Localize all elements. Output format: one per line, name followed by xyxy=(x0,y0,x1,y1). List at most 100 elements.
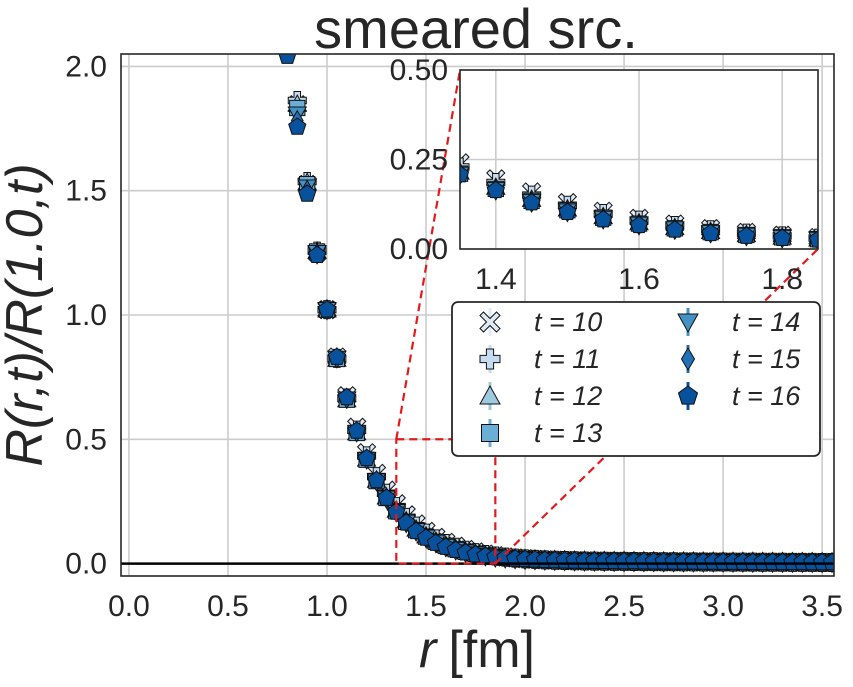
legend-marker xyxy=(677,313,699,334)
x-tick-labels: 0.0 0.5 1.0 1.5 2.0 2.5 3.0 3.5 xyxy=(108,590,843,623)
data-point xyxy=(298,184,317,202)
data-point xyxy=(278,5,296,23)
main-plot-area xyxy=(120,0,848,574)
legend-label: t = 10 xyxy=(534,307,602,337)
x-tick-label: 0.0 xyxy=(108,590,150,623)
inset-data-point xyxy=(737,226,756,244)
data-point xyxy=(833,554,834,571)
y-tick-label: 2.0 xyxy=(65,50,107,83)
x-tick-label: 3.0 xyxy=(702,590,744,623)
inset-frame xyxy=(459,69,819,250)
data-point xyxy=(327,347,347,365)
data-point xyxy=(377,488,396,506)
legend-marker xyxy=(677,385,699,405)
x-tick-label: 2.5 xyxy=(603,590,645,623)
legend-item-t-12: t = 12 xyxy=(479,381,602,411)
y-tick-label: 0.0 xyxy=(65,548,107,581)
inset-data-point xyxy=(629,215,649,234)
legend-label: t = 13 xyxy=(534,418,602,448)
inset-plot-area xyxy=(460,153,818,249)
legend-item-t-14: t = 14 xyxy=(677,307,800,337)
y-tick-label: 1.0 xyxy=(65,299,107,332)
legend-marker xyxy=(680,347,696,371)
data-point xyxy=(278,9,296,25)
legend-item-t-16: t = 16 xyxy=(677,381,801,411)
inset-data-point xyxy=(460,165,470,183)
inset-x-tick-label: 1.8 xyxy=(761,263,803,296)
inset-data-point xyxy=(701,223,720,242)
inset-y-tick-label: 0.00 xyxy=(390,233,448,266)
inset: 1.4 1.6 1.8 0.00 0.25 0.50 xyxy=(390,54,819,296)
data-point xyxy=(288,117,307,135)
y-tick-labels: 0.0 0.5 1.0 1.5 2.0 xyxy=(65,50,107,580)
legend-marker xyxy=(481,424,499,442)
legend-item-t-13: t = 13 xyxy=(481,418,602,448)
inset-data-point xyxy=(773,228,792,246)
legend-label: t = 15 xyxy=(732,344,801,374)
series-t-16 xyxy=(120,7,834,571)
data-point xyxy=(832,554,834,571)
x-tick-label: 1.0 xyxy=(306,590,348,623)
inset-x-tick-label: 1.6 xyxy=(618,263,660,296)
y-axis-label: R(r,t)/R(1.0,t) xyxy=(0,163,54,466)
inset-x-tick-label: 1.4 xyxy=(475,263,517,296)
inset-data-point xyxy=(808,230,818,248)
data-point xyxy=(832,554,834,559)
legend-item-t-10: t = 10 xyxy=(479,307,602,337)
x-tick-label: 2.0 xyxy=(504,590,546,623)
inset-data-point xyxy=(486,180,505,199)
x-axis-var: r xyxy=(419,621,439,679)
inset-data-point xyxy=(522,192,541,211)
legend-box xyxy=(451,301,821,457)
data-point xyxy=(317,300,337,318)
inset-data-point xyxy=(665,220,684,238)
x-tick-label: 0.5 xyxy=(207,590,249,623)
legend-marker xyxy=(479,311,501,333)
data-point xyxy=(357,448,376,467)
inset-y-tick-labels: 0.00 0.25 0.50 xyxy=(390,54,448,266)
data-point xyxy=(832,558,834,564)
data-point xyxy=(822,552,834,571)
data-point xyxy=(130,7,147,23)
data-point xyxy=(307,245,327,263)
inset-y-tick-label: 0.50 xyxy=(390,54,448,87)
data-point xyxy=(285,54,289,57)
legend-label: t = 16 xyxy=(732,381,801,411)
legend-label: t = 11 xyxy=(534,344,600,374)
zoom-box xyxy=(395,438,497,565)
chart-title: smeared src. xyxy=(314,0,638,60)
legend: t = 10 t = 11 t = 12 t = 13 t = 14 t = 15 t = … xyxy=(451,301,821,457)
legend-marker xyxy=(479,384,501,405)
inset-y-tick-label: 0.25 xyxy=(390,144,448,177)
x-tick-label: 1.5 xyxy=(405,590,447,623)
inset-data-point xyxy=(558,202,577,220)
data-point xyxy=(278,28,296,44)
data-point xyxy=(123,0,135,4)
y-tick-label: 0.5 xyxy=(65,423,107,456)
inset-data-point xyxy=(594,209,613,228)
data-point xyxy=(347,421,366,439)
plot-frame xyxy=(120,53,835,577)
data-point xyxy=(832,558,834,567)
x-axis-unit: [fm] xyxy=(448,621,535,679)
data-point xyxy=(278,0,296,18)
zoom-connector-line xyxy=(395,69,462,440)
legend-item-t-15: t = 15 xyxy=(680,344,801,374)
data-point xyxy=(278,54,297,64)
data-point xyxy=(832,566,834,571)
y-tick-label: 1.5 xyxy=(65,175,107,208)
legend-item-t-11: t = 11 xyxy=(479,344,600,374)
data-point xyxy=(367,470,386,489)
data-point xyxy=(337,387,356,406)
legend-label: t = 12 xyxy=(534,381,602,411)
legend-marker xyxy=(479,348,501,370)
x-tick-label: 3.5 xyxy=(801,590,843,623)
data-point xyxy=(836,553,848,573)
inset-series-t-16 xyxy=(460,165,818,248)
x-axis-label: r [fm] xyxy=(419,621,535,679)
inset-x-tick-labels: 1.4 1.6 1.8 xyxy=(475,263,803,296)
data-point xyxy=(120,17,137,33)
data-point xyxy=(280,17,295,32)
legend-label: t = 14 xyxy=(732,307,800,337)
